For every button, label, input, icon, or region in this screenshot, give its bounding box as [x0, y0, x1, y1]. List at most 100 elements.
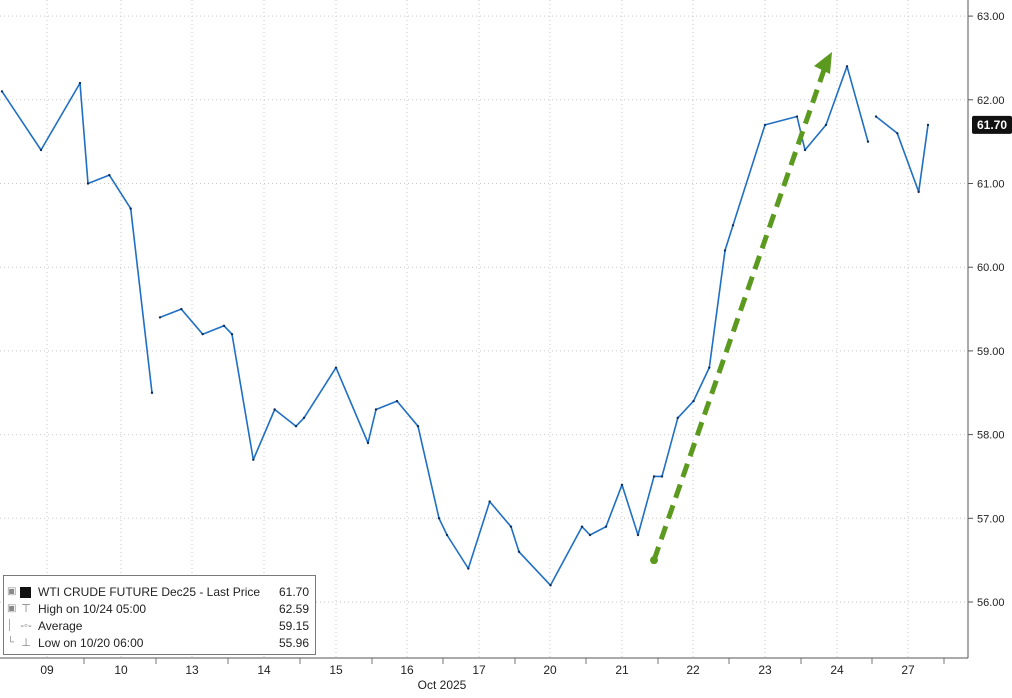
legend-box: ▣ WTI CRUDE FUTURE Dec25 - Last Price 61…: [3, 575, 316, 655]
x-tick-label: 13: [185, 663, 199, 677]
legend-row-low: └ ⊥ Low on 10/20 06:00 55.96: [4, 635, 309, 651]
price-point: [708, 366, 711, 369]
price-point: [845, 65, 849, 68]
x-tick-label: 27: [901, 663, 915, 677]
x-tick-label: 16: [400, 663, 414, 677]
price-point: [302, 416, 306, 420]
price-point: [150, 391, 154, 394]
x-axis-title: Oct 2025: [418, 678, 467, 692]
price-point: [129, 207, 132, 210]
legend-tree-line-icon: └: [7, 637, 15, 648]
x-tick-label: 10: [114, 663, 128, 677]
axis-layer: 56.00 57.00 58.00 59.00 60.00 61.00 62.00 63.00…: [0, 0, 1012, 677]
price-point: [620, 483, 624, 487]
legend-collapse-icon[interactable]: ▣: [7, 586, 17, 597]
price-point: [467, 567, 470, 570]
price-point: [488, 500, 491, 503]
price-point: [158, 316, 162, 319]
x-tick-label: 22: [686, 663, 700, 677]
x-tick-label: 21: [615, 663, 629, 677]
series-layer: [0, 65, 930, 587]
price-point: [252, 458, 255, 461]
price-point: [273, 408, 276, 411]
legend-row-last-price: ▣ WTI CRUDE FUTURE Dec25 - Last Price 61…: [4, 584, 309, 600]
price-point: [676, 416, 679, 420]
price-point: [230, 332, 234, 336]
price-point: [763, 123, 767, 127]
trend-arrow-line: [651, 69, 827, 561]
price-point: [374, 408, 378, 411]
price-point: [39, 148, 43, 152]
price-point: [445, 533, 449, 537]
legend-value: 61.70: [278, 585, 309, 599]
y-tick-label: 59.00: [977, 346, 1005, 358]
last-price-badge: [972, 115, 1012, 134]
price-point: [549, 584, 552, 587]
legend-label: Low on 10/20 06:00: [38, 636, 144, 650]
price-point: [874, 115, 878, 118]
y-tick-label: 60.00: [977, 262, 1005, 274]
grid-layer: [0, 0, 968, 658]
price-series-line: [875, 115, 929, 193]
price-point: [692, 399, 695, 403]
price-point: [866, 140, 870, 143]
price-point: [604, 525, 608, 528]
legend-collapse-icon[interactable]: ▣: [7, 603, 17, 614]
price-point: [795, 115, 799, 118]
legend-value: 59.15: [278, 619, 309, 633]
price-point: [803, 148, 807, 152]
series-swatch-icon: [20, 587, 31, 598]
legend-row-average: │ -◦- Average 59.15: [4, 618, 309, 634]
price-point: [588, 533, 592, 537]
price-point: [731, 224, 735, 227]
price-point: [509, 525, 513, 528]
price-point: [334, 366, 338, 369]
y-tick-label: 63.00: [977, 11, 1005, 23]
y-tick-label: 57.00: [977, 513, 1005, 525]
x-tick-label: 17: [472, 663, 486, 677]
legend-label: High on 10/24 05:00: [38, 602, 147, 616]
annotation-layer: [650, 51, 832, 565]
price-point: [366, 441, 370, 445]
price-point: [824, 123, 828, 127]
trend-arrow-start: [650, 556, 658, 565]
price-point: [917, 190, 920, 194]
price-point: [896, 132, 899, 135]
low-marker-icon: ⊥: [21, 637, 31, 649]
high-marker-icon: ⊤: [21, 603, 31, 615]
price-point: [180, 307, 183, 311]
price-point: [222, 324, 226, 327]
price-series-line: [159, 65, 869, 587]
price-point: [660, 475, 664, 478]
price-point: [416, 425, 420, 428]
x-tick-label: 20: [543, 663, 557, 677]
price-point: [580, 525, 584, 528]
price-point: [86, 182, 90, 185]
trend-arrow-head-icon: [814, 51, 832, 74]
legend-value: 55.96: [278, 636, 309, 650]
x-tick-label: 23: [758, 663, 772, 677]
x-tick-label: 09: [40, 663, 54, 677]
legend-label: WTI CRUDE FUTURE Dec25 - Last Price: [38, 585, 261, 599]
price-point: [437, 517, 441, 520]
price-point: [395, 399, 399, 403]
price-point: [78, 81, 82, 85]
legend-row-high: ▣ ⊤ High on 10/24 05:00 62.59: [4, 601, 309, 617]
price-point: [201, 332, 204, 336]
legend-value: 62.59: [278, 602, 309, 616]
price-point: [108, 173, 111, 177]
legend-label: Average: [38, 619, 83, 633]
legend-tree-line-icon: │: [7, 620, 14, 631]
price-point: [0, 90, 4, 93]
price-point: [926, 123, 930, 127]
y-tick-label: 61.00: [977, 179, 1005, 191]
price-point: [517, 550, 521, 553]
price-series-line: [1, 82, 153, 393]
y-tick-label: 56.00: [977, 597, 1005, 609]
price-point: [652, 475, 656, 478]
last-price-label: 61.70: [977, 118, 1007, 132]
price-point: [636, 533, 640, 537]
x-tick-label: 14: [257, 663, 271, 677]
